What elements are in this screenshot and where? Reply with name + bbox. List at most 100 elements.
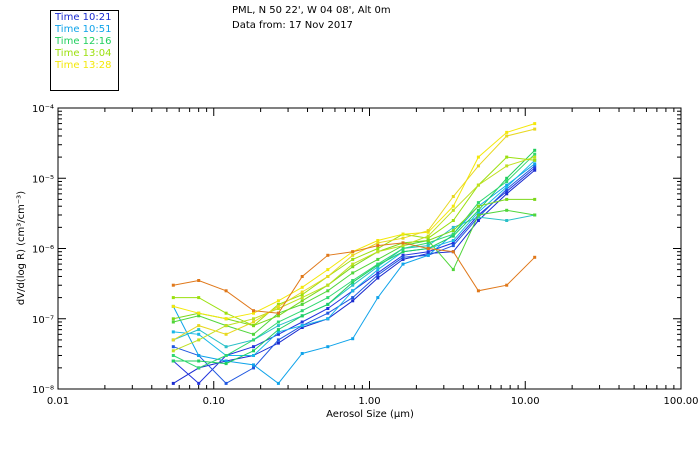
data-point <box>376 263 379 266</box>
data-point <box>252 349 255 352</box>
x-tick-label: 1.00 <box>358 396 380 407</box>
data-point <box>452 209 455 212</box>
data-point <box>326 284 329 287</box>
data-point <box>427 254 430 257</box>
data-point <box>402 250 405 253</box>
y-tick-label: 10⁻⁵ <box>32 174 54 185</box>
data-point <box>402 233 405 236</box>
data-point <box>505 219 508 222</box>
data-point <box>505 156 508 159</box>
data-point <box>427 250 430 253</box>
data-point <box>452 233 455 236</box>
series-line <box>173 166 534 384</box>
series-line <box>173 129 534 340</box>
data-point <box>172 349 175 352</box>
data-point <box>505 284 508 287</box>
data-point <box>252 345 255 348</box>
x-axis-label: Aerosol Size (µm) <box>326 409 414 420</box>
data-point <box>225 333 228 336</box>
data-point <box>402 256 405 259</box>
data-point <box>301 324 304 327</box>
data-point <box>351 265 354 268</box>
data-point <box>197 354 200 357</box>
data-point <box>301 309 304 312</box>
y-axis-label: dV/d(log R) (cm³/cm⁻³) <box>16 191 27 305</box>
data-point <box>351 279 354 282</box>
data-point <box>301 352 304 355</box>
data-point <box>402 247 405 250</box>
data-point <box>252 317 255 320</box>
data-point <box>533 128 536 131</box>
data-point <box>376 277 379 280</box>
y-tick-label: 10⁻⁸ <box>32 385 54 396</box>
data-point <box>252 333 255 336</box>
data-point <box>197 366 200 369</box>
data-point <box>351 258 354 261</box>
data-point <box>376 250 379 253</box>
data-point <box>351 250 354 253</box>
data-point <box>252 309 255 312</box>
data-point <box>402 244 405 247</box>
data-point <box>225 317 228 320</box>
data-point <box>452 229 455 232</box>
data-point <box>351 254 354 257</box>
data-point <box>427 229 430 232</box>
data-point <box>225 312 228 315</box>
data-point <box>301 321 304 324</box>
data-point <box>225 354 228 357</box>
data-point <box>301 275 304 278</box>
data-point <box>277 342 280 345</box>
data-point <box>351 296 354 299</box>
data-point <box>252 354 255 357</box>
data-point <box>172 284 175 287</box>
data-point <box>172 345 175 348</box>
data-point <box>225 289 228 292</box>
data-point <box>351 337 354 340</box>
x-tick-label: 10.00 <box>511 396 540 407</box>
data-point <box>197 312 200 315</box>
data-point <box>172 338 175 341</box>
data-point <box>301 291 304 294</box>
data-point <box>301 314 304 317</box>
data-point <box>533 198 536 201</box>
data-point <box>197 296 200 299</box>
data-point <box>197 279 200 282</box>
data-point <box>452 268 455 271</box>
data-point <box>533 256 536 259</box>
data-point <box>326 312 329 315</box>
data-point <box>326 296 329 299</box>
data-point <box>533 159 536 162</box>
plot-frame <box>58 108 681 389</box>
data-point <box>376 274 379 277</box>
data-point <box>351 289 354 292</box>
y-tick-label: 10⁻⁴ <box>32 104 54 115</box>
chart-svg: 0.01 0.10 1.00 10.00 100.0010⁻⁸10⁻⁷10⁻⁶10⁻⁵1… <box>0 0 700 450</box>
data-point <box>533 214 536 217</box>
data-point <box>301 286 304 289</box>
data-point <box>533 149 536 152</box>
data-point <box>172 354 175 357</box>
data-point <box>452 250 455 253</box>
data-point <box>376 241 379 244</box>
data-point <box>533 122 536 125</box>
data-point <box>277 314 280 317</box>
data-point <box>277 382 280 385</box>
data-point <box>452 195 455 198</box>
data-point <box>452 205 455 208</box>
data-point <box>277 312 280 315</box>
data-point <box>277 299 280 302</box>
data-point <box>197 338 200 341</box>
data-point <box>533 156 536 159</box>
data-point <box>225 345 228 348</box>
data-point <box>477 214 480 217</box>
data-point <box>252 321 255 324</box>
data-point <box>197 324 200 327</box>
data-point <box>452 219 455 222</box>
data-point <box>326 268 329 271</box>
data-point <box>326 307 329 310</box>
data-point <box>172 382 175 385</box>
data-point <box>427 244 430 247</box>
series-line <box>173 150 534 363</box>
y-tick-label: 10⁻⁶ <box>32 245 54 256</box>
x-tick-label: 100.00 <box>664 396 699 407</box>
